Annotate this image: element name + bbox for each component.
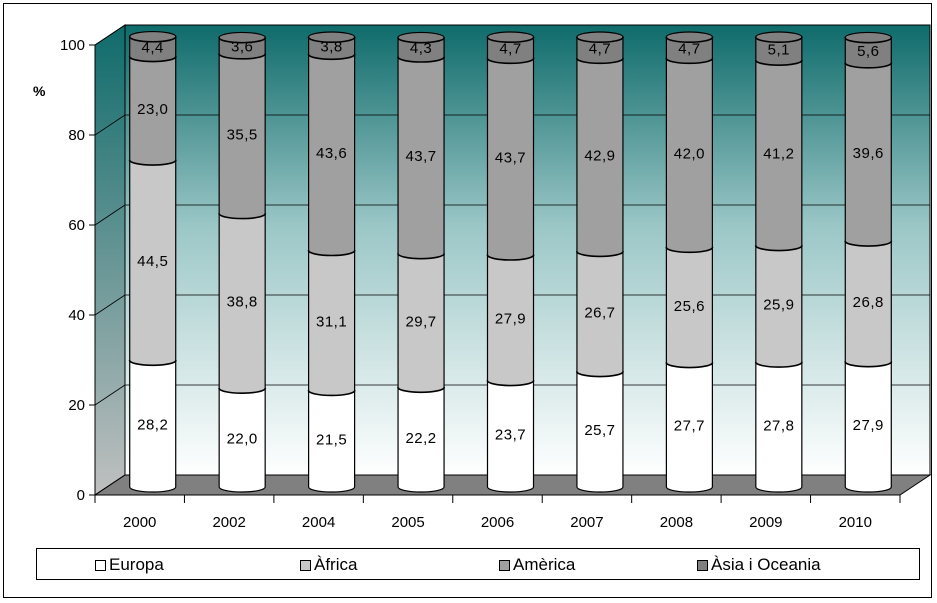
y-tick-label: 60 [68,217,85,234]
side-wall [94,24,126,496]
data-label: 27,7 [674,418,705,435]
data-label: 35,5 [227,127,258,144]
gridline-side [94,294,126,316]
data-label: 23,7 [495,427,526,444]
legend-label: Europa [109,555,164,574]
gridline-side [94,384,126,406]
gridline-side [94,114,126,136]
bar-stack-2007: 25,7 26,7 42,9 4,7 [575,31,624,493]
legend-item-africa: Àfrica [300,555,357,575]
data-label: 27,9 [853,417,884,434]
bar-stack-2000: 28,2 44,5 23,0 4,4 [128,30,177,493]
bar-top-cap [129,30,177,43]
legend-item-america: Amèrica [499,555,575,575]
data-label: 28,2 [137,417,168,434]
data-label: 42,0 [674,146,705,163]
data-label: 26,7 [584,304,615,321]
bar-top-cap [844,31,892,44]
y-tick-label: 40 [68,307,85,324]
data-label: 26,8 [853,294,884,311]
bar-top-cap [397,31,445,44]
data-label: 4,7 [678,41,700,58]
data-label: 4,7 [589,41,611,58]
data-label: 25,9 [763,297,794,314]
x-tick-label: 2002 [212,514,245,531]
y-tick-label: 100 [60,37,85,54]
x-tick-label: 2006 [481,514,514,531]
bar-top-cap [665,31,713,43]
x-tick-label: 2007 [570,514,603,531]
legend-swatch [499,559,510,571]
data-label: 22,0 [227,431,258,448]
data-label: 31,1 [316,313,347,330]
data-label: 44,5 [137,253,168,270]
data-label: 22,2 [405,430,436,447]
gridline-side [94,474,126,496]
bar-stack-2004: 21,5 31,1 43,6 3,8 [307,31,356,493]
y-tick-label: 20 [68,397,85,414]
bar-top-cap [486,31,535,43]
legend-label: Amèrica [513,555,576,574]
x-tick-label: 2004 [302,514,335,531]
data-label: 4,3 [410,40,432,57]
data-label: 4,7 [499,41,521,58]
gridline-side [94,24,126,46]
data-label: 41,2 [763,146,794,163]
y-tick-label: 80 [68,127,85,144]
y-axis-unit-label: % [33,83,46,99]
data-label: 21,5 [316,432,347,449]
data-label: 38,8 [227,294,258,311]
data-label: 3,8 [320,39,342,56]
bar-top-cap [576,31,624,43]
bar-stack-2005: 22,2 29,7 43,7 4,3 [397,31,446,493]
bar-stack-2010: 27,9 26,8 39,6 5,6 [844,31,893,493]
data-label: 42,9 [584,148,615,165]
data-label: 27,8 [763,417,794,434]
gridline-side [94,204,126,226]
data-label: 43,7 [405,148,436,165]
data-label: 5,6 [857,43,879,60]
legend-swatch [697,559,708,571]
data-label: 5,1 [768,41,790,58]
bar-top-cap [308,31,356,43]
data-label: 43,6 [316,145,347,162]
y-tick-label: 0 [77,487,85,504]
data-label: 39,6 [853,145,884,162]
bar-stack-2002: 22,0 38,8 35,5 3,6 [218,31,267,493]
legend-item-europa: Europa [95,555,164,575]
bar-top-cap [218,31,266,44]
bar-top-cap [755,31,803,43]
data-label: 25,7 [584,422,615,439]
legend-label: Àsia i Oceania [711,555,821,574]
legend-label: Àfrica [314,555,358,574]
data-label: 29,7 [405,313,436,330]
legend-swatch [300,559,311,571]
x-axis: 2000 2002 2004 2005 2006 2007 2008 2009 2010 [94,494,901,531]
bar-stack-2008: 27,7 25,6 42,0 4,7 [665,31,714,493]
x-tick-label: 2000 [123,514,156,531]
bar-stack-2006: 23,7 27,9 43,7 4,7 [486,31,535,493]
x-tick-label: 2009 [749,514,782,531]
legend: Europa Àfrica Amèrica Àsia i Oceania [36,548,920,580]
x-tick-label: 2008 [660,514,693,531]
data-label: 27,9 [495,311,526,328]
y-axis: 0 20 40 60 80 100 [60,37,96,504]
legend-item-asia-oceania: Àsia i Oceania [697,555,821,575]
data-label: 4,4 [142,39,164,56]
x-tick-label: 2005 [391,514,424,531]
data-label: 23,0 [137,101,168,118]
bar-stack-2009: 27,8 25,9 41,2 5,1 [754,31,803,493]
legend-swatch [95,559,106,571]
bars: 28,2 44,5 23,0 4,4 22,0 38,8 35,5 3,6 21,5 31,1 43… [128,30,893,493]
data-label: 3,6 [231,39,253,56]
x-tick-label: 2010 [839,514,872,531]
data-label: 43,7 [495,149,526,166]
data-label: 25,6 [674,298,705,315]
